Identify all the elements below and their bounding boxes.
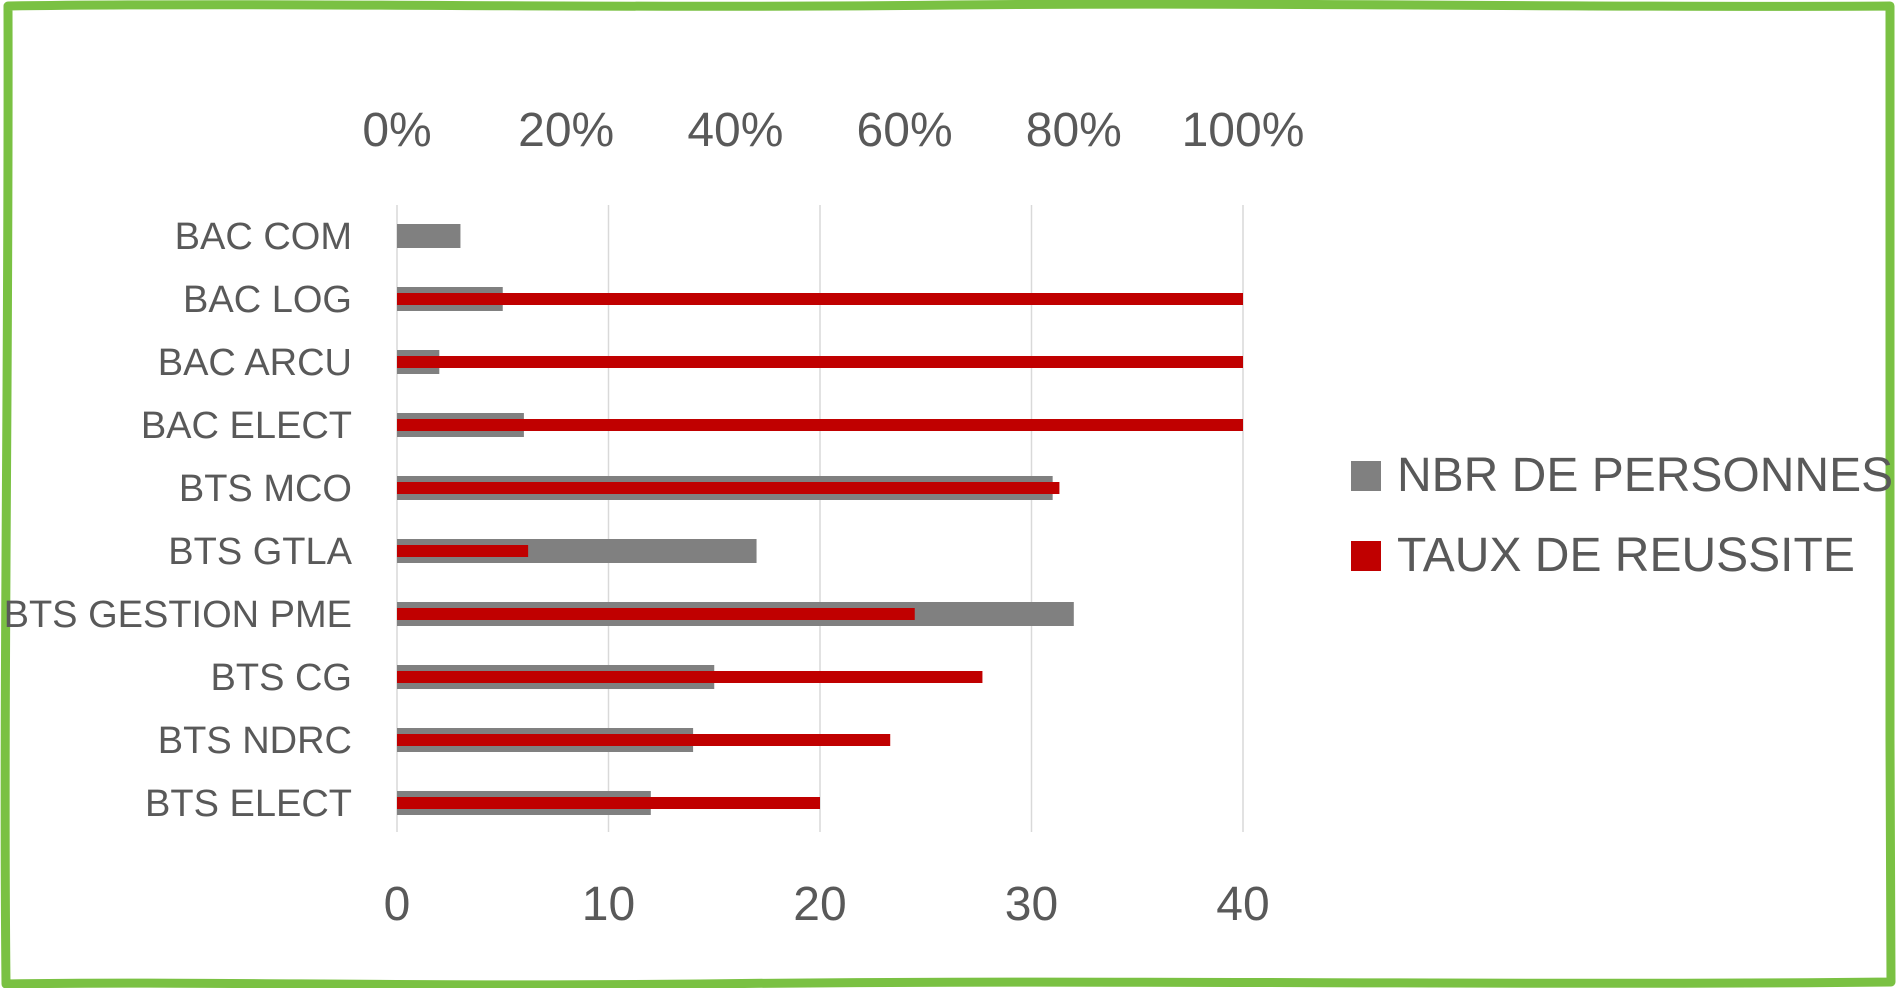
legend-label: NBR DE PERSONNES [1397, 449, 1893, 502]
bottom-tick-label: 40 [1216, 878, 1269, 931]
category-label: BAC ELECT [141, 405, 352, 447]
category-label: BTS GTLA [168, 531, 352, 573]
category-label: BTS CG [211, 657, 352, 699]
top-tick-label: 60% [857, 104, 953, 157]
bar-taux-de-reussite [397, 797, 820, 809]
top-tick-label: 20% [518, 104, 614, 157]
category-label: BAC ARCU [158, 342, 352, 384]
bar-taux-de-reussite [397, 482, 1060, 494]
bottom-tick-label: 10 [582, 878, 635, 931]
top-tick-label: 0% [362, 104, 431, 157]
bottom-tick-label: 20 [793, 878, 846, 931]
category-label: BAC COM [175, 216, 352, 258]
legend: NBR DE PERSONNES TAUX DE REUSSITE [1351, 449, 1893, 582]
top-tick-label: 40% [687, 104, 783, 157]
category-label: BTS GESTION PME [4, 594, 352, 636]
top-tick-label: 80% [1026, 104, 1122, 157]
category-labels: BAC COM BAC LOG BAC ARCU BAC ELECT BTS MCO BT… [4, 216, 353, 825]
bar-taux-de-reussite [397, 671, 983, 683]
bar-taux-de-reussite [397, 545, 529, 557]
bottom-axis-tick-labels: 0 10 20 30 40 [384, 878, 1270, 931]
top-axis-tick-labels: 0% 20% 40% 60% 80% 100% [362, 104, 1304, 157]
legend-swatch [1351, 461, 1381, 491]
bottom-tick-label: 30 [1005, 878, 1058, 931]
bar-taux-de-reussite [397, 608, 915, 620]
bar-taux-de-reussite [397, 293, 1243, 305]
category-label: BTS ELECT [145, 783, 352, 825]
legend-swatch [1351, 541, 1381, 571]
bar-taux-de-reussite [397, 734, 891, 746]
category-label: BTS NDRC [158, 720, 352, 762]
legend-label: TAUX DE REUSSITE [1397, 529, 1855, 582]
bar-taux-de-reussite [397, 419, 1243, 431]
bar-taux-de-reussite [397, 356, 1243, 368]
category-label: BTS MCO [179, 468, 352, 510]
bars [397, 224, 1243, 815]
bottom-tick-label: 0 [384, 878, 411, 931]
top-tick-label: 100% [1182, 104, 1305, 157]
bar-nbr-de-personnes [397, 224, 461, 248]
category-label: BAC LOG [183, 279, 352, 321]
